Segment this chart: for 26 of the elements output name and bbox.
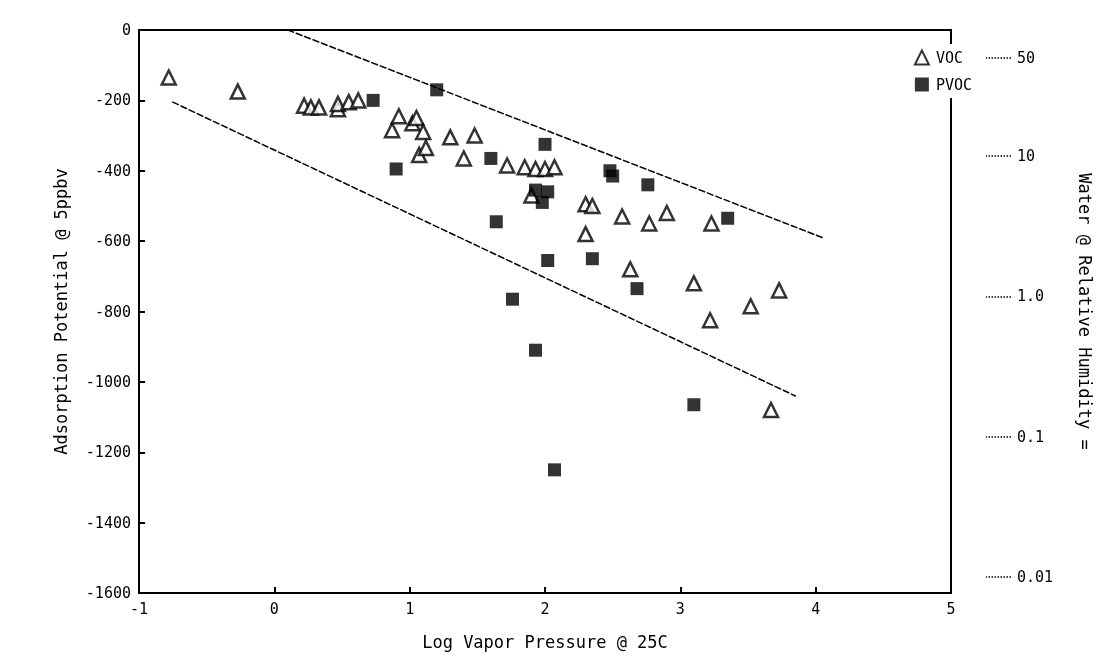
x-tick-label: 3 xyxy=(675,599,685,618)
x-tick-label: -1 xyxy=(129,599,149,618)
legend-label: VOC xyxy=(935,48,963,67)
x-tick-label: 4 xyxy=(811,599,821,618)
y2-tick-label: 1.0 xyxy=(1017,287,1045,306)
y-tick-label: -1200 xyxy=(85,443,131,462)
y-tick-label: -800 xyxy=(94,302,131,321)
y-axis-title: Adsorption Potential @ 5ppbv xyxy=(50,168,71,455)
legend-label: PVOC xyxy=(935,75,972,94)
y-tick-label: -1000 xyxy=(85,372,131,391)
x-axis-title: Log Vapor Pressure @ 25C xyxy=(422,631,668,652)
x-tick-label: 2 xyxy=(540,599,550,618)
y-tick-label: -400 xyxy=(94,161,131,180)
y2-axis-title: Water @ Relative Humidity = xyxy=(1074,173,1095,450)
y-tick-label: -1600 xyxy=(85,584,131,602)
y2-tick-label: 0.01 xyxy=(1017,568,1054,587)
y-tick-label: -600 xyxy=(94,232,131,251)
x-tick-label: 0 xyxy=(269,599,279,618)
y2-tick-label: 10 xyxy=(1017,146,1036,165)
y2-tick-label: 0.1 xyxy=(1017,427,1045,446)
y-tick-label: -200 xyxy=(94,91,131,110)
y-tick-label: 0 xyxy=(121,21,131,39)
y-tick-label: -1400 xyxy=(85,513,131,532)
x-tick-label: 5 xyxy=(946,599,956,618)
x-tick-label: 1 xyxy=(405,599,415,618)
y2-tick-label: 50 xyxy=(1017,48,1036,67)
